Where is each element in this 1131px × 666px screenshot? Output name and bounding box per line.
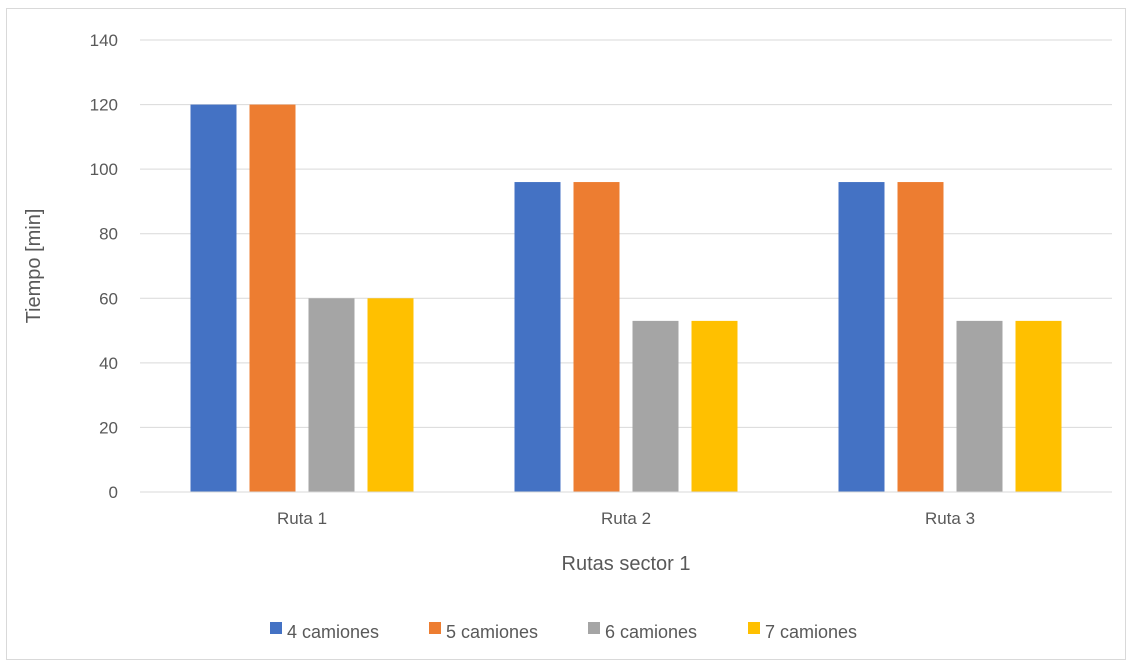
x-tick-labels: Ruta 1 Ruta 2 Ruta 3 xyxy=(277,509,975,528)
y-tick-label: 40 xyxy=(99,354,118,373)
y-tick-label: 100 xyxy=(90,160,118,179)
legend-label: 7 camiones xyxy=(765,622,857,642)
y-tick-label: 60 xyxy=(99,289,118,308)
legend-label: 6 camiones xyxy=(605,622,697,642)
bar-4-camiones-Ruta-2 xyxy=(514,182,561,493)
bar-5-camiones-Ruta-2 xyxy=(573,182,620,493)
x-tick-label: Ruta 3 xyxy=(925,509,975,528)
y-tick-label: 0 xyxy=(109,483,118,502)
x-tick-label: Ruta 1 xyxy=(277,509,327,528)
gridlines xyxy=(140,39,1112,428)
bar-7-camiones-Ruta-3 xyxy=(1015,320,1062,492)
legend-swatch xyxy=(588,622,600,634)
bars xyxy=(190,104,1062,493)
legend: 4 camiones 5 camiones 6 camiones 7 camiones xyxy=(270,622,857,642)
bar-5-camiones-Ruta-1 xyxy=(249,104,296,493)
y-tick-labels: 0 20 40 60 80 100 120 140 xyxy=(90,31,118,502)
legend-swatch xyxy=(429,622,441,634)
x-axis-title: Rutas sector 1 xyxy=(562,553,691,575)
bar-6-camiones-Ruta-2 xyxy=(632,320,679,492)
y-tick-label: 120 xyxy=(90,96,118,115)
legend-label: 4 camiones xyxy=(287,622,379,642)
y-tick-label: 140 xyxy=(90,31,118,50)
legend-label: 5 camiones xyxy=(446,622,538,642)
bar-6-camiones-Ruta-3 xyxy=(956,320,1003,492)
y-axis-title: Tiempo [min] xyxy=(23,209,45,324)
x-tick-label: Ruta 2 xyxy=(601,509,651,528)
y-tick-label: 20 xyxy=(99,418,118,437)
y-tick-label: 80 xyxy=(99,225,118,244)
legend-swatch xyxy=(748,622,760,634)
bar-4-camiones-Ruta-1 xyxy=(190,104,237,493)
bar-4-camiones-Ruta-3 xyxy=(838,182,885,493)
bar-6-camiones-Ruta-1 xyxy=(308,298,355,492)
bar-7-camiones-Ruta-1 xyxy=(367,298,414,492)
legend-swatch xyxy=(270,622,282,634)
bar-7-camiones-Ruta-2 xyxy=(691,320,738,492)
bar-5-camiones-Ruta-3 xyxy=(897,182,944,493)
